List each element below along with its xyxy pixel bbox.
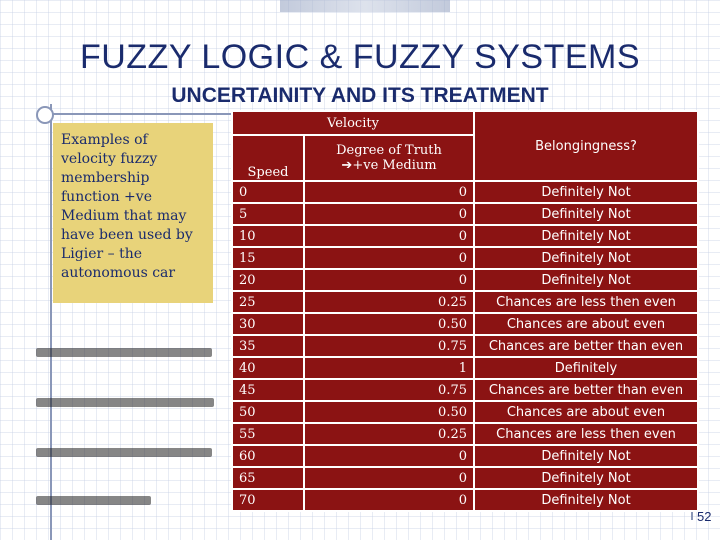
header-speed: Speed bbox=[231, 134, 305, 182]
cell-speed: 20 bbox=[231, 268, 305, 292]
table-row: 50 0.50 Chances are about even bbox=[231, 400, 699, 424]
cell-belongingness: Chances are less then even bbox=[473, 290, 699, 314]
cell-degree: 0 bbox=[303, 488, 475, 512]
cell-speed: 30 bbox=[231, 312, 305, 336]
cell-belongingness: Definitely Not bbox=[473, 444, 699, 468]
cell-belongingness: Definitely Not bbox=[473, 466, 699, 490]
cell-degree: 0.50 bbox=[303, 400, 475, 424]
table-row: 0 0 Definitely Not bbox=[231, 180, 699, 204]
cell-speed: 10 bbox=[231, 224, 305, 248]
table-row: 45 0.75 Chances are better than even bbox=[231, 378, 699, 402]
cell-belongingness: Chances are less then even bbox=[473, 422, 699, 446]
cell-degree: 1 bbox=[303, 356, 475, 380]
cell-degree: 0.25 bbox=[303, 422, 475, 446]
cell-belongingness: Definitely Not bbox=[473, 268, 699, 292]
header-degree-sub: +ve Medium bbox=[352, 158, 437, 173]
cell-speed: 50 bbox=[231, 400, 305, 424]
cell-belongingness: Definitely bbox=[473, 356, 699, 380]
scanned-text-image bbox=[36, 340, 218, 510]
page-number: 52 bbox=[697, 509, 712, 524]
cell-speed: 65 bbox=[231, 466, 305, 490]
header-velocity: Velocity bbox=[231, 110, 475, 136]
divider-circle-ornament bbox=[36, 106, 54, 124]
cell-degree: 0 bbox=[303, 444, 475, 468]
divider-vertical bbox=[50, 104, 52, 540]
cell-speed: 15 bbox=[231, 246, 305, 270]
slide-title: FUZZY LOGIC & FUZZY SYSTEMS bbox=[79, 38, 641, 76]
cell-belongingness: Chances are better than even bbox=[473, 334, 699, 358]
cell-belongingness: Chances are about even bbox=[473, 312, 699, 336]
cell-speed: 0 bbox=[231, 180, 305, 204]
cell-speed: 25 bbox=[231, 290, 305, 314]
cell-speed: 45 bbox=[231, 378, 305, 402]
cell-speed: 5 bbox=[231, 202, 305, 226]
cell-belongingness: Definitely Not bbox=[473, 246, 699, 270]
table-row: 65 0 Definitely Not bbox=[231, 466, 699, 490]
cell-belongingness: Definitely Not bbox=[473, 202, 699, 226]
table-row: 60 0 Definitely Not bbox=[231, 444, 699, 468]
table-row: 10 0 Definitely Not bbox=[231, 224, 699, 248]
cell-speed: 55 bbox=[231, 422, 305, 446]
table-row: 55 0.25 Chances are less then even bbox=[231, 422, 699, 446]
cell-speed: 35 bbox=[231, 334, 305, 358]
velocity-table: Velocity Belongingness? Speed Degree of … bbox=[231, 110, 699, 512]
header-degree-label: Degree of Truth bbox=[336, 143, 442, 158]
table-row: 5 0 Definitely Not bbox=[231, 202, 699, 226]
cell-degree: 0 bbox=[303, 268, 475, 292]
cell-belongingness: Definitely Not bbox=[473, 180, 699, 204]
cell-speed: 40 bbox=[231, 356, 305, 380]
note-box: Examples of velocity fuzzy membership fu… bbox=[53, 123, 213, 303]
slide-subtitle: UNCERTAINITY AND ITS TREATMENT bbox=[171, 84, 549, 107]
top-image-strip bbox=[280, 0, 450, 12]
cell-degree: 0.75 bbox=[303, 378, 475, 402]
table-row: 20 0 Definitely Not bbox=[231, 268, 699, 292]
cell-degree: 0 bbox=[303, 202, 475, 226]
cell-degree: 0 bbox=[303, 246, 475, 270]
table-row: 70 0 Definitely Not bbox=[231, 488, 699, 512]
cell-speed: 60 bbox=[231, 444, 305, 468]
table-row: 30 0.50 Chances are about even bbox=[231, 312, 699, 336]
cell-degree: 0 bbox=[303, 466, 475, 490]
cell-degree: 0.50 bbox=[303, 312, 475, 336]
table-row: 35 0.75 Chances are better than even bbox=[231, 334, 699, 358]
cell-belongingness: Chances are about even bbox=[473, 400, 699, 424]
cell-belongingness: Definitely Not bbox=[473, 488, 699, 512]
cell-belongingness: Definitely Not bbox=[473, 224, 699, 248]
table-row: 25 0.25 Chances are less then even bbox=[231, 290, 699, 314]
cell-belongingness: Chances are better than even bbox=[473, 378, 699, 402]
cell-degree: 0 bbox=[303, 224, 475, 248]
header-belongingness: Belongingness? bbox=[473, 110, 699, 182]
table-row: 15 0 Definitely Not bbox=[231, 246, 699, 270]
cell-degree: 0 bbox=[303, 180, 475, 204]
arrow-right-icon: ➔ bbox=[341, 158, 353, 173]
table-row: 40 1 Definitely bbox=[231, 356, 699, 380]
header-degree: Degree of Truth ➔+ve Medium bbox=[303, 134, 475, 182]
cell-speed: 70 bbox=[231, 488, 305, 512]
cell-degree: 0.25 bbox=[303, 290, 475, 314]
cell-degree: 0.75 bbox=[303, 334, 475, 358]
